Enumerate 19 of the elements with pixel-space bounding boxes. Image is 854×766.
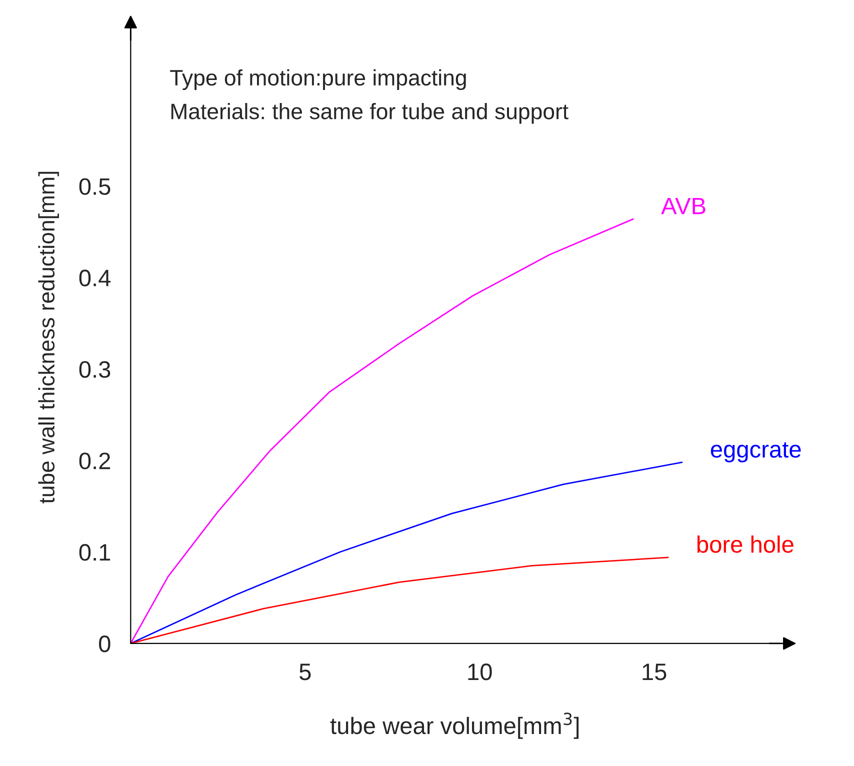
- y-tick-label: 0.3: [79, 361, 110, 378]
- annotation: Type of motion:pure impacting: [170, 69, 466, 90]
- y-tick-label: 0.4: [79, 270, 111, 286]
- x-axis-title: tube wear volume[mm$^{3}$]: [330, 712, 579, 739]
- x-tick-label: 5: [300, 664, 311, 680]
- y-tick-label: 0.1: [79, 544, 110, 561]
- series-label: bore hole: [697, 535, 794, 553]
- x-tick-label: 10: [468, 664, 492, 680]
- x-tick-label: 15: [642, 664, 666, 680]
- y-tick-label: 0: [99, 636, 110, 652]
- line-series: [130, 218, 634, 644]
- annotation: Materials: the same for tube and support: [171, 103, 568, 124]
- y-axis-title: tube wall thickness reduction[mm]: [38, 172, 59, 504]
- line-series: [130, 462, 683, 644]
- y-tick-label: 0.5: [79, 178, 110, 195]
- series-label: eggcrate: [710, 442, 801, 462]
- y-tick-label: 0.2: [79, 452, 110, 470]
- line-series: [130, 556, 669, 644]
- series-label: AVB: [661, 198, 706, 214]
